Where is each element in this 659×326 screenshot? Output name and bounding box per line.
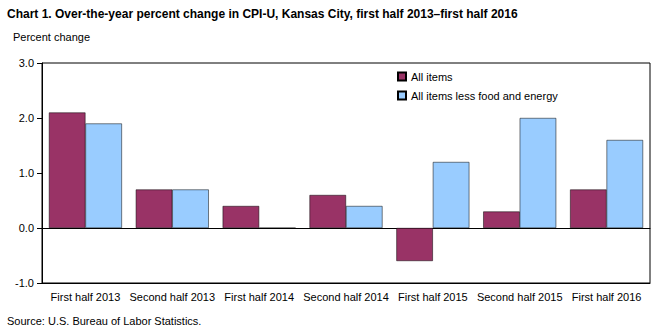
svg-text:1.0: 1.0: [19, 167, 34, 179]
svg-text:Second half 2013: Second half 2013: [129, 291, 215, 303]
svg-text:First half 2013: First half 2013: [51, 291, 121, 303]
svg-text:Second half 2014: Second half 2014: [303, 291, 389, 303]
svg-text:Percent change: Percent change: [13, 31, 90, 43]
svg-text:All items: All items: [411, 71, 453, 83]
svg-text:Source: U.S. Bureau of Labor S: Source: U.S. Bureau of Labor Statistics.: [7, 315, 201, 326]
svg-text:First half 2015: First half 2015: [398, 291, 468, 303]
svg-text:3.0: 3.0: [19, 57, 34, 69]
svg-text:Chart 1. Over-the-year percent: Chart 1. Over-the-year percent change in…: [7, 7, 518, 21]
svg-text:All items less food and energy: All items less food and energy: [411, 90, 558, 102]
svg-text:Second half 2015: Second half 2015: [477, 291, 563, 303]
svg-text:0.0: 0.0: [19, 222, 34, 234]
svg-text:First half 2016: First half 2016: [572, 291, 642, 303]
svg-text:-1.0: -1.0: [15, 277, 34, 289]
svg-text:First half 2014: First half 2014: [224, 291, 294, 303]
svg-text:2.0: 2.0: [19, 112, 34, 124]
